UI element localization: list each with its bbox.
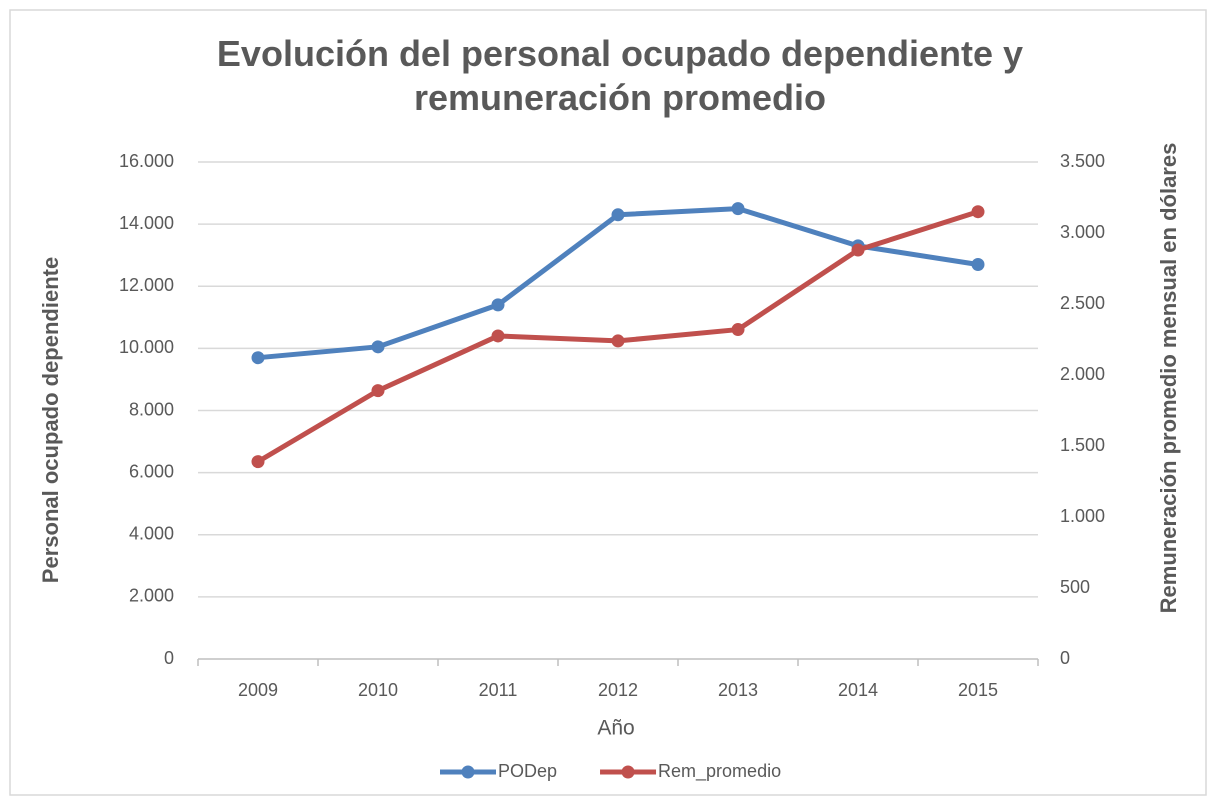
- y-tick-label: 8.000: [129, 399, 174, 419]
- y-tick-label: 12.000: [119, 275, 174, 295]
- y2-tick-label: 2.000: [1060, 364, 1105, 384]
- y-tick-label: 10.000: [119, 337, 174, 357]
- y2-tick-label: 1.500: [1060, 435, 1105, 455]
- y-tick-label: 4.000: [129, 524, 174, 544]
- y2-tick-label: 3.000: [1060, 222, 1105, 242]
- legend-marker: [461, 765, 475, 779]
- point: [731, 323, 745, 337]
- point: [371, 384, 385, 398]
- y2-axis-title: Remuneración promedio mensual en dólares: [1156, 143, 1181, 614]
- y-axis-title: Personal ocupado dependiente: [38, 257, 63, 583]
- y2-tick-label: 3.500: [1060, 151, 1105, 171]
- legend-label: PODep: [498, 761, 557, 781]
- y-tick-label: 14.000: [119, 213, 174, 233]
- chart-frame: [9, 9, 1207, 796]
- x-tick-label: 2011: [479, 680, 518, 700]
- chart-title: Evolución del personal ocupado dependien…: [216, 33, 1024, 118]
- legend-marker: [621, 765, 635, 779]
- x-tick-label: 2014: [838, 680, 878, 700]
- point: [371, 340, 385, 354]
- x-tick-label: 2015: [958, 680, 998, 700]
- point: [851, 243, 865, 257]
- x-tick-label: 2013: [718, 680, 758, 700]
- x-tick-label: 2012: [598, 680, 638, 700]
- legend-label: Rem_promedio: [658, 761, 781, 782]
- point: [971, 258, 985, 272]
- x-tick-label: 2009: [238, 680, 278, 700]
- y-tick-label: 16.000: [119, 151, 174, 171]
- point: [971, 205, 985, 219]
- x-tick-label: 2010: [358, 680, 398, 700]
- y-tick-label: 0: [164, 648, 174, 668]
- point: [491, 329, 505, 343]
- y2-tick-label: 0: [1060, 648, 1070, 668]
- y-tick-label: 2.000: [129, 586, 174, 606]
- point: [491, 298, 505, 312]
- point: [731, 202, 745, 216]
- point: [251, 455, 265, 469]
- point: [611, 334, 625, 348]
- y2-tick-label: 1.000: [1060, 506, 1105, 526]
- y-tick-label: 6.000: [129, 461, 174, 481]
- y2-tick-label: 2.500: [1060, 293, 1105, 313]
- y2-tick-label: 500: [1060, 577, 1090, 597]
- x-axis-title: Año: [597, 717, 634, 740]
- point: [251, 351, 265, 365]
- point: [611, 208, 625, 222]
